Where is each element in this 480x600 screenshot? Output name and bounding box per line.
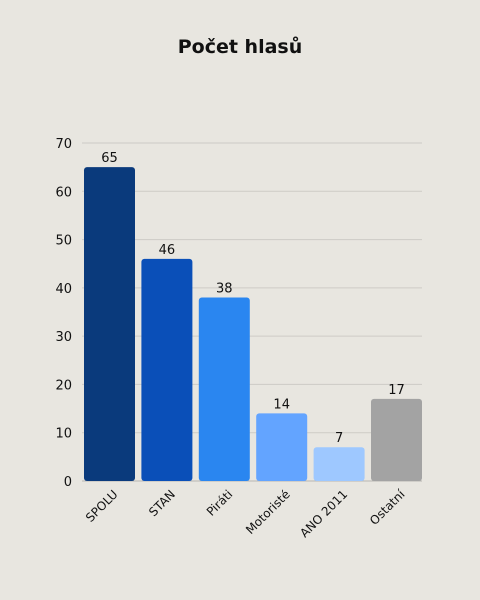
chart-title: Počet hlasů <box>177 36 303 58</box>
y-tick-label: 70 <box>55 137 72 152</box>
x-tick-label: STAN <box>146 487 178 519</box>
data-label: 17 <box>388 383 405 398</box>
x-tick-label: SPOLU <box>83 487 121 525</box>
data-label: 38 <box>216 282 233 297</box>
data-label: 46 <box>159 243 176 258</box>
bar <box>84 167 135 481</box>
x-tick-label: Ostatní <box>367 487 408 528</box>
data-label: 65 <box>101 151 118 166</box>
bar <box>371 398 422 481</box>
data-label: 14 <box>273 397 290 412</box>
y-tick-label: 0 <box>64 475 72 490</box>
x-tick-label: Motoristé <box>243 487 293 537</box>
bar <box>198 297 250 481</box>
x-tick-label: Piráti <box>204 487 236 519</box>
x-tick-label: ANO 2011 <box>297 487 350 540</box>
y-tick-label: 60 <box>55 185 72 200</box>
bar <box>313 447 365 481</box>
y-tick-label: 10 <box>55 427 72 442</box>
y-tick-label: 30 <box>55 330 72 345</box>
bar <box>256 413 308 481</box>
y-tick-label: 40 <box>55 282 72 297</box>
y-tick-label: 20 <box>55 378 72 393</box>
data-label: 7 <box>335 431 343 446</box>
y-tick-label: 50 <box>55 234 72 249</box>
bar <box>141 258 193 481</box>
